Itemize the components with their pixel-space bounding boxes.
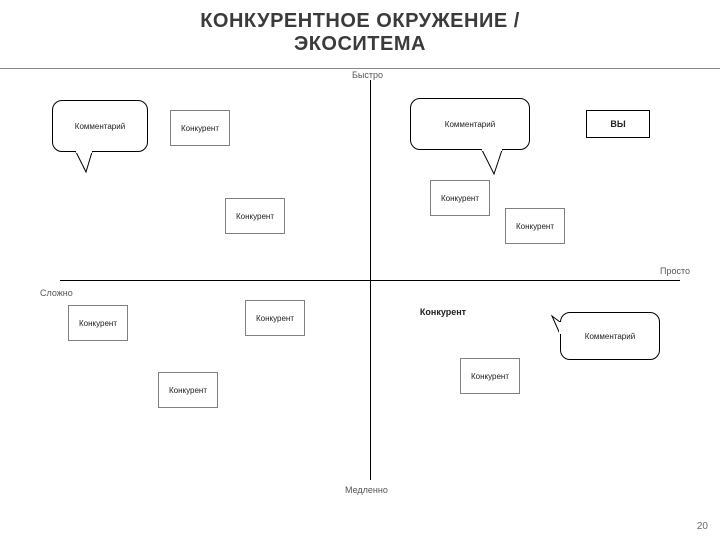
competitor-box: Конкурент xyxy=(430,180,490,216)
axis-label-top: Быстро xyxy=(352,70,383,80)
axis-label-right: Просто xyxy=(660,266,690,276)
callout-label: Комментарий xyxy=(445,120,495,129)
box-label: Конкурент xyxy=(256,314,294,323)
competitor-box: Конкурент xyxy=(170,110,230,146)
y-axis xyxy=(370,80,371,480)
callout-label: Комментарий xyxy=(75,122,125,131)
comment-callout: Комментарий xyxy=(410,98,530,150)
box-label: Конкурент xyxy=(181,124,219,133)
comment-callout: Комментарий xyxy=(52,100,148,152)
box-label: Конкурент xyxy=(79,319,117,328)
competitor-box: Конкурент xyxy=(245,300,305,336)
you-box: ВЫ xyxy=(586,110,650,138)
box-label: Конкурент xyxy=(441,194,479,203)
box-label: Конкурент xyxy=(471,372,509,381)
title-line-1: КОНКУРЕНТНОЕ ОКРУЖЕНИЕ / xyxy=(0,10,720,33)
competitor-box: Конкурент xyxy=(68,305,128,341)
competitor-box: Конкурент xyxy=(410,302,476,322)
slide-canvas: КОНКУРЕНТНОЕ ОКРУЖЕНИЕ / ЭКОСИТЕМА Быстр… xyxy=(0,0,720,540)
box-label: ВЫ xyxy=(610,119,625,129)
axis-label-bottom: Медленно xyxy=(345,485,388,495)
competitor-box: Конкурент xyxy=(505,208,565,244)
comment-callout: Комментарий xyxy=(560,312,660,360)
competitor-box: Конкурент xyxy=(158,372,218,408)
box-label: Конкурент xyxy=(236,212,274,221)
quadrant-plot: Быстро Медленно Сложно Просто КонкурентК… xyxy=(40,80,680,500)
page-number: 20 xyxy=(697,521,708,532)
competitor-box: Конкурент xyxy=(460,358,520,394)
callout-label: Комментарий xyxy=(585,332,635,341)
axis-label-left: Сложно xyxy=(40,288,73,298)
box-label: Конкурент xyxy=(516,222,554,231)
title-line-2: ЭКОСИТЕМА xyxy=(0,33,720,56)
box-label: Конкурент xyxy=(169,386,207,395)
competitor-box: Конкурент xyxy=(225,198,285,234)
slide-title: КОНКУРЕНТНОЕ ОКРУЖЕНИЕ / ЭКОСИТЕМА xyxy=(0,10,720,56)
box-label: Конкурент xyxy=(420,307,466,317)
title-divider xyxy=(0,68,720,69)
